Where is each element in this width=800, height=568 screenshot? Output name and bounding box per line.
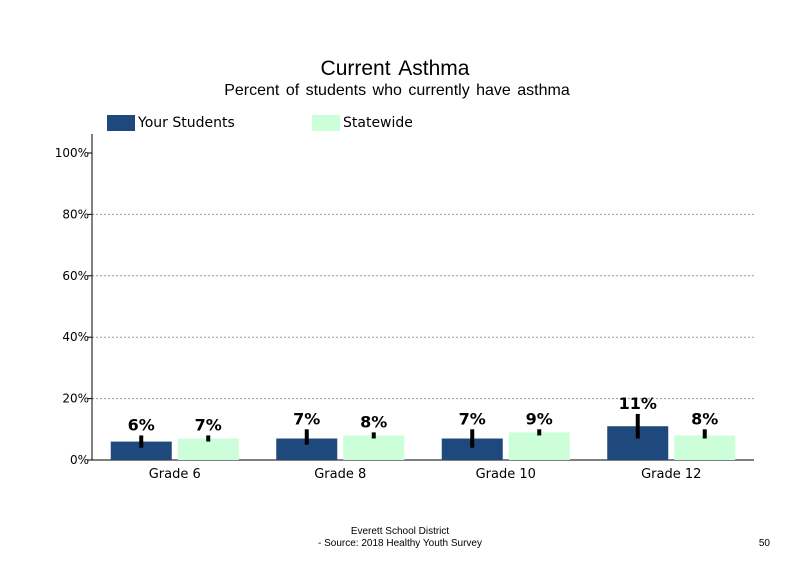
y-tick-label: 100% [55, 146, 89, 160]
bar-statewide [177, 438, 239, 460]
legend-label-statewide: Statewide [343, 115, 413, 131]
data-label: 11% [619, 394, 657, 413]
x-tick-label: Grade 8 [314, 467, 366, 482]
data-label: 9% [526, 409, 553, 428]
legend-label-your-students: Your Students [138, 115, 235, 131]
legend-swatch-your-students [107, 115, 135, 131]
x-tick-label: Grade 6 [149, 467, 201, 482]
data-label: 7% [459, 409, 486, 428]
y-tick-label: 40% [62, 330, 89, 344]
chart-subtitle: Percent of students who currently have a… [224, 82, 570, 99]
bar-your-students [276, 438, 338, 460]
legend-item-statewide: Statewide [312, 114, 413, 132]
footer-source: - Source: 2018 Healthy Youth Survey [318, 538, 482, 549]
page-number: 50 [758, 538, 770, 549]
x-tick-label: Grade 12 [641, 467, 701, 482]
y-tick-label: 80% [62, 207, 89, 221]
data-label: 6% [128, 415, 155, 434]
legend-item-your-students: Your Students [107, 114, 235, 132]
y-tick-label: 20% [62, 392, 89, 406]
bar-statewide [343, 435, 405, 460]
data-label: 8% [360, 412, 387, 431]
x-tick-label: Grade 10 [476, 467, 536, 482]
bar-statewide [674, 435, 736, 460]
bar-your-students [441, 438, 503, 460]
y-tick-label: 0% [70, 453, 89, 467]
data-label: 8% [691, 409, 718, 428]
data-label: 7% [195, 415, 222, 434]
data-label: 7% [293, 409, 320, 428]
bar-statewide [508, 432, 570, 460]
footer-district: Everett School District [350, 526, 450, 537]
legend-swatch-statewide [312, 115, 340, 131]
y-tick-label: 60% [62, 269, 89, 283]
bar-your-students [110, 441, 172, 460]
chart-title: Current Asthma [320, 57, 470, 80]
